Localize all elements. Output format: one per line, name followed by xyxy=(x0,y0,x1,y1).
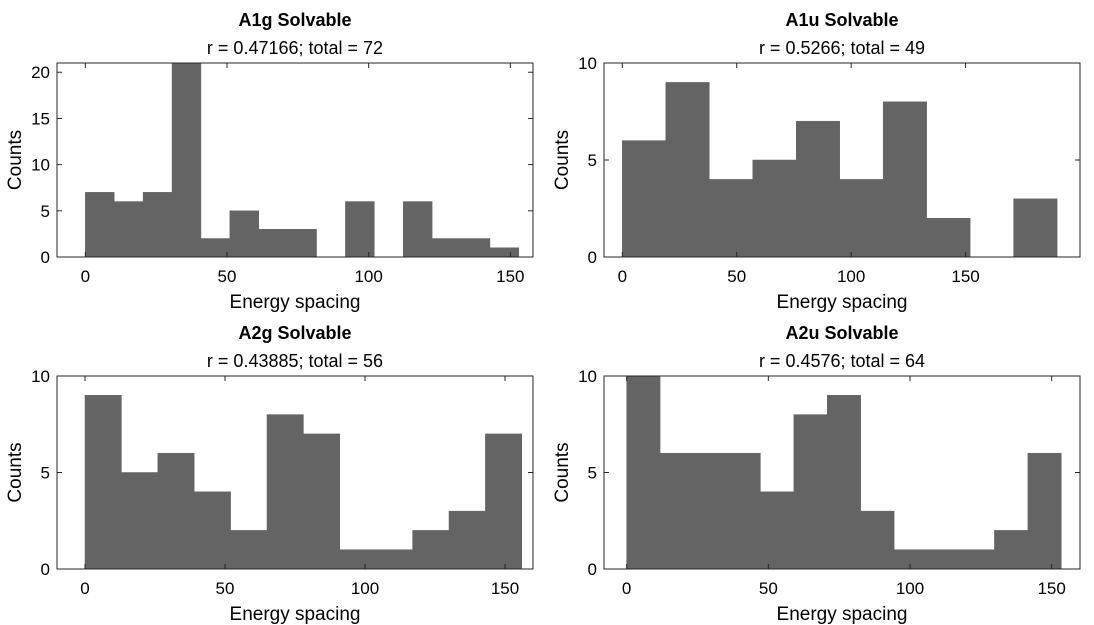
histogram-bar xyxy=(303,433,341,570)
histogram-bar xyxy=(113,201,144,258)
y-tick-label: 10 xyxy=(578,54,597,73)
histogram-bar xyxy=(485,433,523,570)
plot-frame xyxy=(56,62,534,258)
chart-title: A1u Solvable xyxy=(785,10,898,30)
histogram-bar xyxy=(375,549,413,570)
histogram-bar xyxy=(84,395,122,570)
histogram-bar xyxy=(827,395,861,570)
y-axis-label: Counts xyxy=(5,130,26,190)
x-tick-label: 100 xyxy=(896,579,924,598)
histogram-bar xyxy=(412,530,450,570)
y-tick-label: 0 xyxy=(41,560,50,579)
histogram-bar xyxy=(1013,198,1058,258)
histogram-bar xyxy=(626,375,661,570)
histogram-bar xyxy=(266,414,304,570)
histogram-bar xyxy=(345,201,375,258)
y-tick-label: 5 xyxy=(588,464,597,483)
x-axis-label: Energy spacing xyxy=(777,604,908,625)
chart-subtitle: r = 0.47166; total = 72 xyxy=(207,38,383,58)
y-tick-label: 5 xyxy=(41,202,50,221)
y-tick-label: 0 xyxy=(41,248,50,267)
y-tick-label: 15 xyxy=(31,109,50,128)
y-tick-label: 0 xyxy=(588,248,597,267)
y-axis-label: Counts xyxy=(552,442,573,502)
histogram-bar xyxy=(926,217,971,258)
y-axis-label: Counts xyxy=(5,442,26,502)
histogram-bar xyxy=(795,120,840,258)
x-tick-label: 150 xyxy=(951,267,979,286)
x-tick-label: 50 xyxy=(218,267,237,286)
x-tick-label: 0 xyxy=(81,267,90,286)
x-tick-label: 100 xyxy=(837,267,865,286)
y-tick-label: 0 xyxy=(588,560,597,579)
histogram-bar xyxy=(960,549,995,570)
histogram-panel-3: 0 50 100 150 0 5 10 A2g Solvable r = 0.43885; to… xyxy=(5,323,534,625)
y-tick-label: 10 xyxy=(578,367,597,386)
chart-title: A2g Solvable xyxy=(238,323,351,343)
histogram-bar xyxy=(229,210,259,258)
histogram-bar xyxy=(121,472,159,570)
chart-title: A2u Solvable xyxy=(785,323,898,343)
histogram-bar xyxy=(709,179,754,258)
y-tick-label: 5 xyxy=(41,464,50,483)
histogram-bar xyxy=(489,247,520,258)
x-tick-label: 50 xyxy=(216,579,235,598)
histogram-bar xyxy=(994,530,1029,570)
histogram-bar xyxy=(230,530,268,570)
y-tick-label: 10 xyxy=(31,156,50,175)
x-tick-label: 150 xyxy=(496,267,524,286)
histogram-bar xyxy=(665,82,710,258)
histogram-bar xyxy=(431,238,462,258)
histogram-bar xyxy=(839,179,884,258)
y-axis-label: Counts xyxy=(552,130,573,190)
histogram-bar xyxy=(258,229,288,258)
x-tick-label: 150 xyxy=(491,579,519,598)
chart-subtitle: r = 0.5266; total = 49 xyxy=(759,38,925,58)
x-tick-label: 100 xyxy=(354,267,382,286)
histogram-bar xyxy=(200,238,231,258)
x-tick-label: 0 xyxy=(80,579,89,598)
histogram-bar xyxy=(448,510,486,570)
histogram-bar xyxy=(793,414,828,570)
histogram-bar xyxy=(402,201,433,258)
histogram-bar xyxy=(339,549,377,570)
chart-title: A1g Solvable xyxy=(238,10,351,30)
chart-subtitle: r = 0.4576; total = 64 xyxy=(759,351,925,371)
x-tick-label: 100 xyxy=(351,579,379,598)
histogram-panel-1: 0 50 100 150 0 5 10 15 20 A1g Solvable r = 0.47166… xyxy=(5,10,534,313)
histogram-bar xyxy=(1027,452,1062,570)
histogram-bar xyxy=(287,229,317,258)
histogram-bar xyxy=(860,510,895,570)
histogram-bar xyxy=(659,452,694,570)
x-tick-label: 50 xyxy=(727,267,746,286)
histogram-bar xyxy=(893,549,928,570)
histogram-bar xyxy=(85,192,115,258)
histogram-bar xyxy=(193,491,231,570)
chart-subtitle: r = 0.43885; total = 56 xyxy=(207,351,383,371)
histogram-bar xyxy=(460,238,491,258)
x-axis-label: Energy spacing xyxy=(777,292,908,313)
histogram-panel-2: 0 50 100 150 0 5 10 A1u Solvable r = 0.5266; tot… xyxy=(552,10,1081,313)
x-axis-label: Energy spacing xyxy=(230,292,361,313)
x-tick-label: 0 xyxy=(618,267,627,286)
histogram-bar xyxy=(760,491,795,570)
histogram-bar xyxy=(171,62,202,258)
x-axis-label: Energy spacing xyxy=(230,604,361,625)
x-tick-label: 50 xyxy=(759,579,778,598)
histogram-bar xyxy=(882,101,927,258)
y-tick-label: 5 xyxy=(588,151,597,170)
y-tick-label: 10 xyxy=(31,367,50,386)
histogram-bar xyxy=(752,159,797,258)
histogram-bar xyxy=(726,452,761,570)
histogram-bar xyxy=(693,452,728,570)
x-tick-label: 0 xyxy=(622,579,631,598)
histogram-bar xyxy=(142,192,173,258)
y-tick-label: 20 xyxy=(31,63,50,82)
histogram-bar xyxy=(927,549,962,570)
x-tick-label: 150 xyxy=(1037,579,1065,598)
histogram-bar xyxy=(157,452,195,570)
histogram-bar xyxy=(622,140,667,258)
histogram-panel-4: 0 50 100 150 0 5 10 A2u Solvable r = 0.4576; tot… xyxy=(552,323,1081,625)
